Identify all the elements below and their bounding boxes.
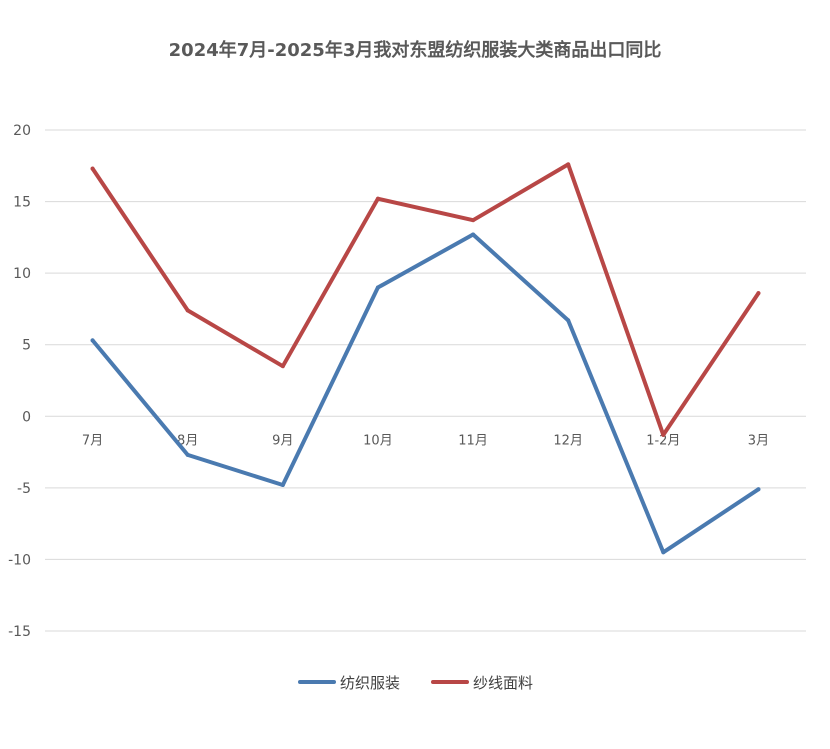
data-point xyxy=(280,482,285,487)
y-tick-label: 20 xyxy=(13,123,31,139)
y-tick-label: 15 xyxy=(13,195,31,211)
x-axis-ticks: 7月 8月 9月 10月 11月 12月 1-2月 3月 xyxy=(82,433,769,448)
data-point xyxy=(756,487,761,492)
y-tick-label: 0 xyxy=(22,409,31,425)
y-tick-label: 10 xyxy=(13,266,31,282)
y-tick-label: -15 xyxy=(8,624,31,640)
y-tick-label: -5 xyxy=(17,481,31,497)
series-layer xyxy=(90,162,761,555)
grid-layer xyxy=(45,129,806,632)
legend: 纺织服装 纱线面料 xyxy=(298,674,533,692)
y-tick-label: -10 xyxy=(8,552,31,568)
x-tick-label: 9月 xyxy=(272,433,293,448)
data-point xyxy=(756,291,761,296)
data-point xyxy=(661,432,666,437)
data-point xyxy=(661,550,666,555)
chart-title: 2024年7月-2025年3月我对东盟纺织服装大类商品出口同比 xyxy=(168,40,662,61)
x-tick-label: 7月 xyxy=(82,433,103,448)
y-tick-label: 5 xyxy=(22,338,31,354)
series-line-2 xyxy=(90,162,761,437)
x-tick-label: 8月 xyxy=(177,433,198,448)
x-tick-label: 1-2月 xyxy=(646,433,680,448)
legend-label: 纺织服装 xyxy=(340,674,400,692)
data-point xyxy=(471,232,476,237)
data-point xyxy=(90,338,95,343)
data-point xyxy=(280,364,285,369)
x-tick-label: 3月 xyxy=(748,433,769,448)
x-tick-label: 11月 xyxy=(458,433,488,448)
legend-entry: 纱线面料 xyxy=(431,674,533,692)
data-point xyxy=(471,218,476,223)
legend-entry: 纺织服装 xyxy=(298,674,400,692)
data-point xyxy=(185,452,190,457)
data-point xyxy=(375,196,380,201)
data-point xyxy=(185,308,190,313)
x-tick-label: 10月 xyxy=(363,433,393,448)
data-point xyxy=(566,162,571,167)
data-point xyxy=(375,285,380,290)
series-line-1 xyxy=(90,232,761,555)
data-point xyxy=(90,166,95,171)
legend-label: 纱线面料 xyxy=(473,674,533,692)
x-tick-label: 12月 xyxy=(553,433,583,448)
data-point xyxy=(566,318,571,323)
y-axis-ticks: 20 15 10 5 0 -5 -10 -15 xyxy=(8,123,31,640)
